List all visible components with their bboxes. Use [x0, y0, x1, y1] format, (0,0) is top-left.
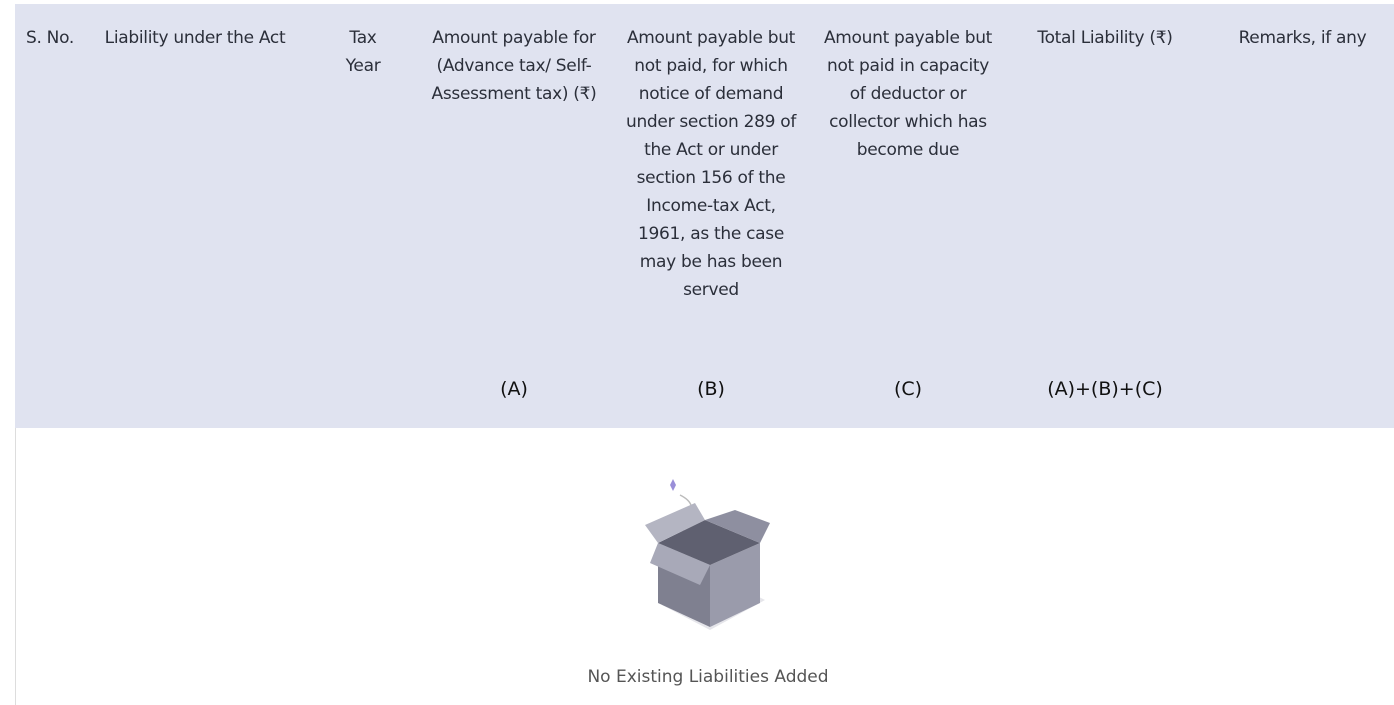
column-code: (C): [893, 378, 923, 400]
header-cell: Total Liability (₹): [1037, 28, 1173, 48]
header-cell: S. No.: [25, 28, 75, 48]
header-cell: Remarks, if any: [1238, 28, 1367, 48]
header-cell: Amount payable for (Advance tax/ Self-As…: [431, 28, 597, 104]
table-border: [15, 428, 16, 705]
column-code: (A): [500, 378, 528, 400]
header-cell: Amount payable but not paid in capacity …: [823, 28, 993, 160]
header-cell: Amount payable but not paid, for which n…: [625, 28, 797, 300]
empty-message: No Existing Liabilities Added: [587, 667, 829, 687]
column-code: (A)+(B)+(C): [1047, 378, 1163, 400]
column-code: (B): [697, 378, 725, 400]
empty-box-icon: [645, 479, 770, 630]
header-cell: Tax Year: [345, 28, 381, 76]
header-cell: Liability under the Act: [104, 28, 286, 48]
table-header: [15, 4, 1394, 428]
